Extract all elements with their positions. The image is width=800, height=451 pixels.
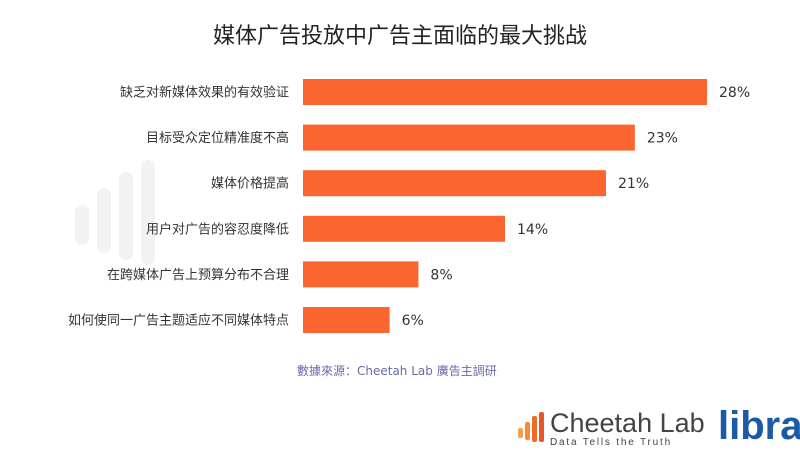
data-label: 23% (647, 131, 678, 147)
category-label: 如何使同一广告主题适应不同媒体特点 (68, 313, 289, 329)
cheetah-logo-icon (518, 412, 544, 442)
bar (303, 215, 505, 242)
cheetah-lab-logo: Cheetah Lab Data Tells the Truth (550, 410, 705, 449)
bar (303, 307, 390, 333)
bar (303, 79, 707, 105)
source-note: 數據來源：Cheetah Lab 廣告主調研 (297, 364, 497, 378)
libra-logo: libra (718, 404, 800, 448)
data-label: 8% (430, 267, 452, 283)
data-label: 6% (402, 313, 424, 329)
data-label: 14% (517, 222, 548, 238)
data-label: 28% (719, 85, 750, 101)
bar (303, 261, 419, 288)
bar (303, 170, 606, 197)
category-label: 媒体价格提高 (211, 176, 289, 192)
category-label: 缺乏对新媒体效果的有效验证 (120, 85, 289, 101)
category-label: 用户对广告的容忍度降低 (146, 221, 289, 237)
chart-title: 媒体广告投放中广告主面临的最大挑战 (212, 24, 587, 49)
bar (303, 124, 635, 151)
cheetah-logo-tagline: Data Tells the Truth (550, 437, 672, 448)
data-label: 21% (618, 176, 649, 192)
category-label: 目标受众定位精准度不高 (146, 130, 289, 146)
category-label: 在跨媒体广告上预算分布不合理 (107, 268, 289, 283)
cheetah-logo-text: Cheetah Lab (550, 408, 705, 438)
watermark-icon (75, 160, 155, 265)
